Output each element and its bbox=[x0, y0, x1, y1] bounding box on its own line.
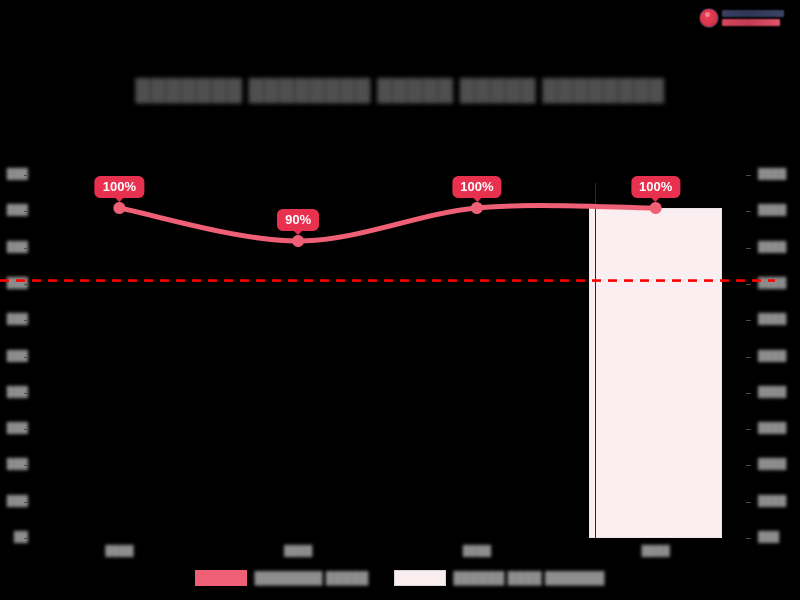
right-axis-tick-label: ████ bbox=[758, 459, 787, 471]
logo-text-line-1 bbox=[722, 10, 784, 17]
left-axis-tick-mark bbox=[24, 356, 29, 358]
left-axis-tick-mark bbox=[24, 283, 29, 285]
left-axis-tick-mark bbox=[24, 538, 29, 539]
reference-line-layer bbox=[0, 279, 775, 282]
right-axis-tick-mark bbox=[746, 465, 751, 467]
data-label: 90% bbox=[277, 209, 320, 231]
right-axis-tick-mark bbox=[746, 320, 751, 322]
left-axis-tick-label: ███ bbox=[6, 169, 28, 180]
bar[interactable] bbox=[589, 208, 723, 538]
plot-inner-rule bbox=[595, 183, 596, 538]
right-axis-tick-label: ████ bbox=[758, 350, 787, 362]
right-axis-tick-label: ████ bbox=[758, 423, 787, 435]
left-axis-tick-label: ███ bbox=[6, 423, 28, 435]
right-axis-tick-mark bbox=[746, 211, 751, 213]
right-axis-tick-mark bbox=[746, 175, 751, 176]
line-series-layer bbox=[113, 202, 662, 247]
left-axis-tick-mark bbox=[24, 429, 29, 431]
left-axis-tick-label: ███ bbox=[6, 459, 28, 471]
left-axis-tick-mark bbox=[24, 392, 29, 394]
right-axis-tick-mark bbox=[746, 283, 751, 285]
left-axis-tick-label: ██ bbox=[13, 532, 28, 543]
right-axis-tick-label: ████ bbox=[758, 314, 787, 326]
left-axis-tick-label: ███ bbox=[6, 495, 28, 507]
logo-text-line-2 bbox=[722, 19, 780, 26]
data-label: 100% bbox=[94, 176, 144, 198]
left-axis-tick-mark bbox=[24, 211, 29, 213]
right-axis-tick-mark bbox=[746, 356, 751, 358]
left-axis-tick-mark bbox=[24, 320, 29, 322]
line-data-point[interactable] bbox=[292, 235, 305, 247]
left-axis-tick-mark bbox=[24, 247, 29, 249]
legend-swatch-line-icon bbox=[195, 570, 248, 586]
right-axis-tick-label: ████ bbox=[758, 495, 787, 507]
line-data-points bbox=[113, 202, 662, 247]
brand-logo bbox=[700, 4, 792, 32]
right-axis-tick-mark bbox=[746, 392, 751, 394]
data-label: 100% bbox=[631, 176, 681, 198]
logo-wordmark bbox=[722, 10, 784, 26]
right-axis-tick-label: ████ bbox=[758, 169, 787, 180]
left-axis-tick-label: ███ bbox=[6, 314, 28, 326]
left-axis-tick-label: ███ bbox=[6, 350, 28, 362]
line-data-point[interactable] bbox=[113, 202, 126, 214]
plot-area: 100% 90% 100% 100% bbox=[0, 175, 775, 538]
left-axis-tick-mark bbox=[24, 501, 29, 503]
right-axis-tick-label: ████ bbox=[758, 205, 787, 217]
legend-swatch-bar-icon bbox=[394, 570, 447, 586]
left-axis-tick-mark bbox=[24, 465, 29, 467]
right-axis-tick-label: ████ bbox=[758, 241, 787, 253]
right-axis-tick-mark bbox=[746, 538, 751, 539]
x-axis-tick-label: ████ bbox=[641, 546, 670, 557]
x-axis-tick-label: ████ bbox=[283, 546, 313, 557]
chart-title: ███████ ████████ █████ █████ ████████ bbox=[135, 79, 665, 102]
right-axis-tick-label: ████ bbox=[758, 386, 787, 398]
legend-item-bar[interactable]: ██████ ████ ███████ bbox=[394, 570, 605, 586]
data-label: 100% bbox=[452, 176, 502, 198]
left-axis-tick-label: ███ bbox=[6, 241, 28, 253]
logo-circle-icon bbox=[700, 9, 718, 27]
line-data-point[interactable] bbox=[470, 202, 483, 214]
left-axis-tick-mark bbox=[24, 175, 29, 176]
line-data-point[interactable] bbox=[649, 202, 662, 214]
legend-label-line: ████████ █████ bbox=[254, 571, 369, 585]
right-axis-tick-mark bbox=[746, 429, 751, 431]
left-axis-tick-label: ███ bbox=[6, 277, 28, 289]
chart-legend: ████████ █████ ██████ ████ ███████ bbox=[0, 570, 800, 586]
left-axis-tick-label: ███ bbox=[6, 386, 28, 398]
right-axis-tick-mark bbox=[746, 501, 751, 503]
right-axis-tick-mark bbox=[746, 247, 751, 249]
bar-series bbox=[30, 175, 745, 538]
left-axis-tick-label: ███ bbox=[6, 205, 28, 217]
legend-label-bar: ██████ ████ ███████ bbox=[453, 571, 605, 585]
line-series-path bbox=[116, 203, 659, 244]
right-axis-tick-label: ████ bbox=[758, 277, 787, 289]
legend-item-line[interactable]: ████████ █████ bbox=[195, 570, 368, 586]
x-axis-tick-label: ████ bbox=[105, 546, 134, 557]
x-axis-tick-label: ████ bbox=[462, 546, 492, 557]
right-axis-tick-label: ███ bbox=[758, 532, 780, 543]
